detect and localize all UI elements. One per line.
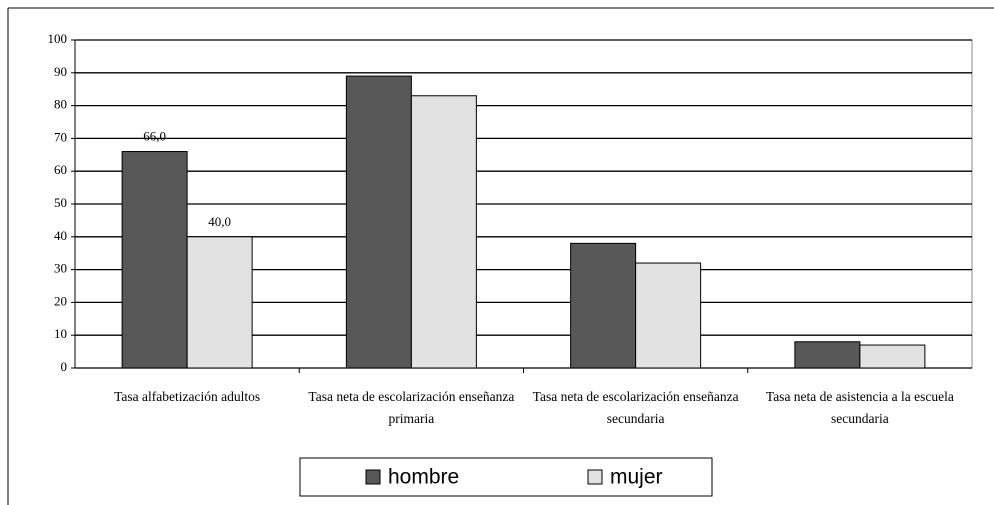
y-tick-label: 20 [54, 293, 67, 308]
legend-label: hombre [388, 466, 459, 489]
legend-swatch [365, 469, 381, 485]
x-tick-label: Tasa alfabetización adultos [114, 389, 261, 404]
y-tick-label: 40 [54, 228, 67, 243]
bar [345, 75, 412, 369]
bar [859, 344, 926, 369]
value-label: 40,0 [208, 214, 231, 229]
x-tick-label: Tasa neta de escolarización enseñanza se… [532, 389, 739, 426]
bar [186, 236, 253, 369]
bar [121, 151, 188, 369]
y-tick-label: 50 [54, 195, 67, 210]
bar [635, 262, 702, 369]
y-tick-label: 10 [54, 326, 67, 341]
y-tick-label: 60 [54, 162, 67, 177]
legend-label: mujer [610, 466, 663, 489]
bar [410, 95, 477, 369]
y-tick-label: 100 [48, 31, 68, 46]
y-tick-label: 80 [54, 97, 67, 112]
bar [794, 341, 861, 369]
y-tick-label: 70 [54, 129, 67, 144]
legend-swatch [587, 469, 603, 485]
y-tick-label: 90 [54, 64, 67, 79]
x-tick-label: Tasa neta de asistencia a la escuela sec… [765, 389, 954, 426]
value-label: 66,0 [143, 129, 166, 144]
y-tick-label: 30 [54, 261, 67, 276]
bar [570, 242, 637, 369]
x-tick-label: Tasa neta de escolarización enseñanza pr… [308, 389, 515, 426]
y-tick-label: 0 [61, 359, 68, 374]
